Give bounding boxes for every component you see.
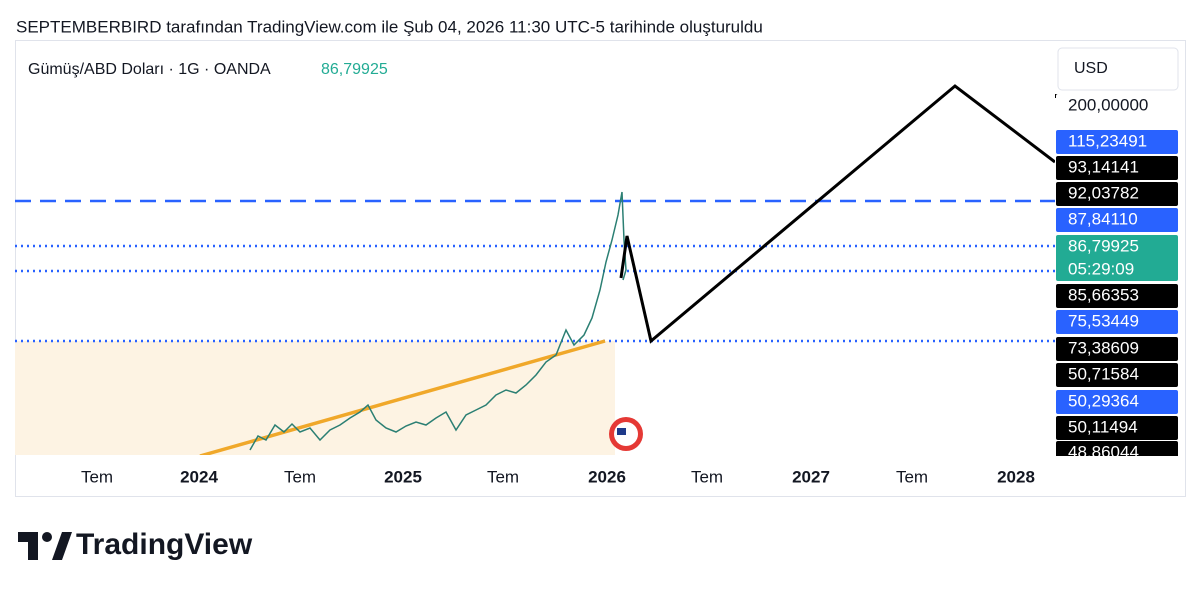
time-label: 2024 <box>180 467 218 486</box>
zone <box>15 341 615 455</box>
logo-mark <box>18 532 72 560</box>
plot <box>15 84 1055 455</box>
price-label-bg <box>1056 363 1178 387</box>
price-label: 93,14141 <box>1068 157 1139 176</box>
countdown: 05:29:09 <box>1068 259 1134 278</box>
price-label-bg <box>1056 441 1178 456</box>
symbol-price: 86,79925 <box>321 61 388 78</box>
time-label: 2026 <box>588 467 626 486</box>
time-label: Tem <box>691 467 723 486</box>
price-label-bg <box>1056 182 1178 206</box>
time-label: Tem <box>896 467 928 486</box>
price-label-bg <box>1056 310 1178 334</box>
time-label: Tem <box>284 467 316 486</box>
price-label: 73,38609 <box>1068 338 1139 357</box>
price-label: 50,71584 <box>1068 364 1139 383</box>
price-label: 86,79925 <box>1068 236 1139 255</box>
price-label: 85,66353 <box>1068 285 1139 304</box>
currency-button[interactable] <box>1057 47 1179 91</box>
price-label-bg <box>1056 284 1178 308</box>
price-label-bg <box>1056 416 1178 440</box>
time-label: 2028 <box>997 467 1035 486</box>
price-label: 200,00000 <box>1068 95 1148 114</box>
time-label: 2025 <box>384 467 422 486</box>
price-label-bg <box>1056 208 1178 232</box>
price-label-bg <box>1056 235 1178 281</box>
price-label: 92,03782 <box>1068 183 1139 202</box>
currency[interactable]: USD <box>1074 60 1108 77</box>
projection <box>619 84 1055 344</box>
price-label-bg <box>1056 156 1178 180</box>
time-label: 2027 <box>792 467 830 486</box>
price-label: 48,86044 <box>1068 442 1139 461</box>
chart-frame <box>15 40 1186 497</box>
price-axis: 200,00000 115,23491 93,14141 92,03782 87,841… <box>1055 94 1178 461</box>
price-label-bg <box>1056 390 1178 414</box>
price-label: 115,23491 <box>1068 131 1147 150</box>
price-label: 75,53449 <box>1068 311 1139 330</box>
price-label: 50,29364 <box>1068 391 1139 410</box>
price-label-bg <box>1056 130 1178 154</box>
time-label: Tem <box>81 467 113 486</box>
price-series <box>249 191 627 451</box>
time-axis: Tem 2024 Tem 2025 Tem 2026 Tem 2027 Tem 2028 <box>81 467 1035 486</box>
event-icon-flag <box>617 428 626 435</box>
time-label: Tem <box>487 467 519 486</box>
price-label-bg <box>1056 94 1178 118</box>
price-label-bg <box>1056 337 1178 361</box>
price-label: 87,84110 <box>1068 209 1138 228</box>
symbol-name: Gümüş/ABD Doları · 1G · OANDA <box>28 61 271 78</box>
price-label: 50,11494 <box>1068 417 1138 436</box>
logo: TradingView <box>76 528 253 561</box>
header-title: SEPTEMBERBIRD tarafından TradingView.com… <box>16 17 763 36</box>
